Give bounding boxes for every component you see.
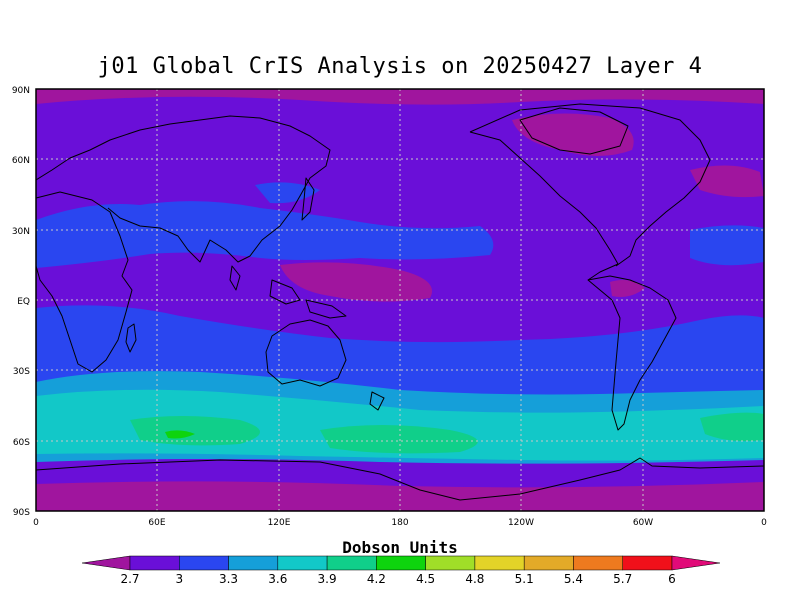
colorbar-tick-label: 3: [175, 572, 183, 586]
colorbar-title: Dobson Units: [342, 538, 458, 557]
x-tick-label: 120W: [508, 518, 534, 528]
y-tick-label: 90N: [12, 86, 30, 96]
pacific-south-max: [320, 425, 478, 454]
colorbar-swatch: [228, 555, 279, 571]
antarctica-coast: [36, 457, 764, 501]
colorbar: [81, 555, 721, 571]
colorbar-tick-label: 5.1: [515, 572, 534, 586]
malay-coast: [229, 265, 241, 291]
antarctic-low-band: [36, 481, 764, 511]
colorbar-swatch: [425, 555, 476, 571]
greenland-coast: [519, 107, 629, 155]
y-tick-label: 30N: [12, 227, 30, 237]
x-tick-label: 0: [761, 518, 767, 528]
x-tick-label: 0: [33, 518, 39, 528]
x-tick-label: 180: [391, 518, 408, 528]
colorbar-ticks: 2.7 3 3.3 3.6 3.9 4.2 4.5 4.8 5.1 5.4 5.7 6: [120, 572, 675, 586]
australia-coast: [265, 319, 347, 387]
y-tick-label: 90S: [13, 508, 30, 518]
coastlines: [36, 103, 764, 501]
north-america-west-coast: [469, 131, 619, 281]
borneo-coast: [269, 279, 301, 305]
colorbar-tick-label: 2.7: [120, 572, 139, 586]
colorbar-swatch: [277, 555, 328, 571]
colorbar-min-arrow: [81, 555, 131, 571]
japan-coast: [301, 177, 315, 221]
graticule: [36, 89, 764, 511]
colorbar-tick-label: 4.8: [465, 572, 484, 586]
colorbar-tick-label: 5.7: [613, 572, 632, 586]
colorbar-tick-label: 3.6: [268, 572, 287, 586]
greenland-low-patch: [512, 113, 634, 156]
atlantic-south-max: [700, 412, 764, 442]
colorbar-swatch: [523, 555, 574, 571]
colorbar-tick-label: 4.2: [367, 572, 386, 586]
new-zealand-coast: [369, 391, 385, 411]
south-america-coast: [587, 275, 677, 431]
x-tick-label: 60W: [633, 518, 653, 528]
colorbar-tick-label: 3.3: [219, 572, 238, 586]
colorbar-swatch: [179, 555, 229, 571]
atlantic-low-patch: [690, 165, 764, 198]
africa-coast: [36, 191, 133, 373]
madagascar-coast: [125, 323, 137, 353]
north-subtropic-band: [36, 201, 494, 268]
colorbar-swatch: [129, 555, 180, 571]
y-tick-label: EQ: [17, 297, 30, 307]
x-tick-label: 60E: [148, 518, 165, 528]
y-tick-label: 60S: [13, 438, 30, 448]
amazon-low-patch: [610, 280, 645, 297]
arctic-low-band: [36, 89, 764, 105]
colorbar-tick-label: 6: [668, 572, 676, 586]
colorbar-tick-label: 3.9: [318, 572, 337, 586]
north-america-east-coast: [469, 103, 711, 267]
map-frame: [35, 88, 765, 512]
colorbar-swatch: [622, 555, 673, 571]
peak-patch: [165, 430, 195, 439]
colorbar-swatch: [573, 555, 623, 571]
atlantic-blue-patch: [690, 225, 764, 266]
map-title: j01 Global CrIS Analysis on 20250427 Lay…: [97, 54, 703, 79]
colorbar-swatch: [376, 555, 426, 571]
y-tick-label: 30S: [13, 367, 30, 377]
colorbar-max-arrow: [671, 555, 721, 571]
x-axis: 0 60E 120E 180 120W 60W 0: [33, 518, 767, 528]
colorbar-swatch: [474, 555, 525, 571]
x-tick-label: 120E: [268, 518, 291, 528]
pacific-low-patch: [280, 262, 432, 302]
colorbar-tick-label: 5.4: [564, 572, 583, 586]
new-guinea-coast: [305, 299, 347, 319]
y-axis: 90N 60N 30N EQ 30S 60S 90S: [12, 86, 30, 518]
indian-ocean-max: [130, 416, 260, 446]
y-tick-label: 60N: [12, 156, 30, 166]
colorbar-tick-label: 4.5: [416, 572, 435, 586]
colorbar-swatch: [326, 555, 377, 571]
